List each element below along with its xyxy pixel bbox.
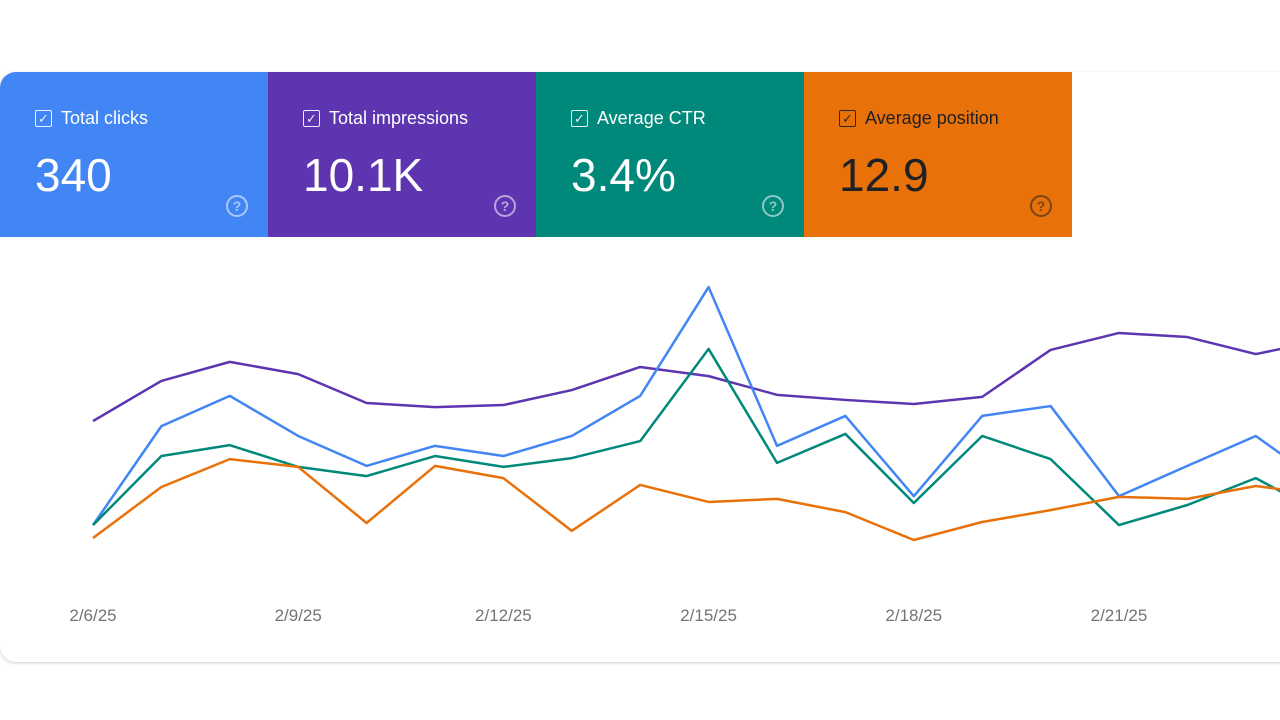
card-total-clicks[interactable]: ✓ Total clicks 340 ? xyxy=(0,72,268,237)
series-line-total-impressions xyxy=(92,331,1280,423)
help-icon[interactable]: ? xyxy=(1030,195,1052,217)
performance-chart: 2/6/25 2/9/25 2/12/25 2/15/25 2/18/25 2/21/25 xyxy=(69,285,1280,625)
card-value: 3.4% xyxy=(571,149,676,201)
x-tick-label: 2/18/25 xyxy=(885,606,942,625)
performance-panel: 2/6/25 2/9/25 2/12/25 2/15/25 2/18/25 2/21/25… xyxy=(0,72,1280,662)
x-tick-label: 2/15/25 xyxy=(680,606,737,625)
x-tick-label: 2/9/25 xyxy=(275,606,322,625)
metric-cards: ✓ Total clicks 340 ? ✓ Total impressions 1… xyxy=(0,72,1072,237)
card-value: 10.1K xyxy=(303,149,424,201)
card-average-position[interactable]: ✓ Average position 12.9 ? xyxy=(804,72,1072,237)
card-label: Average CTR xyxy=(597,108,706,128)
x-tick-label: 2/6/25 xyxy=(69,606,116,625)
card-label: Average position xyxy=(865,108,999,128)
series-line-average-position xyxy=(92,457,1280,542)
card-value: 340 xyxy=(35,149,112,201)
x-tick-label: 2/12/25 xyxy=(475,606,532,625)
checkbox-checked-icon[interactable]: ✓ xyxy=(839,110,856,127)
card-label: Total impressions xyxy=(329,108,469,128)
help-icon[interactable]: ? xyxy=(494,195,516,217)
help-icon[interactable]: ? xyxy=(762,195,784,217)
series-line-average-ctr xyxy=(92,347,1280,527)
series-line-total-clicks xyxy=(91,285,1280,526)
card-value: 12.9 xyxy=(839,149,929,201)
x-tick-label: 2/21/25 xyxy=(1091,606,1148,625)
card-label: Total clicks xyxy=(61,108,149,128)
help-icon[interactable]: ? xyxy=(226,195,248,217)
checkbox-checked-icon[interactable]: ✓ xyxy=(571,110,588,127)
card-total-impressions[interactable]: ✓ Total impressions 10.1K ? xyxy=(268,72,536,237)
card-average-ctr[interactable]: ✓ Average CTR 3.4% ? xyxy=(536,72,804,237)
checkbox-checked-icon[interactable]: ✓ xyxy=(303,110,320,127)
checkbox-checked-icon[interactable]: ✓ xyxy=(35,110,52,127)
